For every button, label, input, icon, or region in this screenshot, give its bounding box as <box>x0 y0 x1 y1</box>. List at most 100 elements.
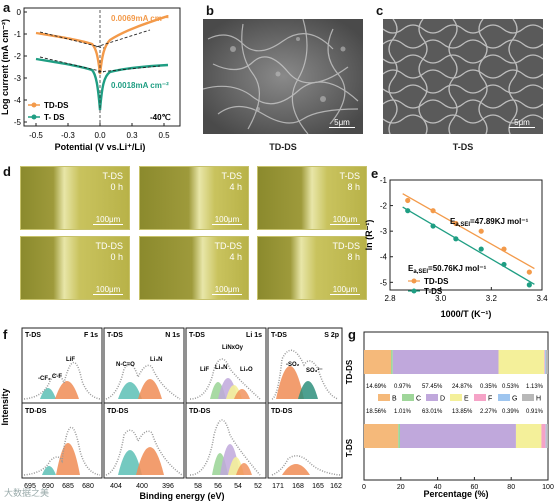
e-point-TD-DS <box>453 220 459 227</box>
g-legend-swatch-H <box>522 394 534 401</box>
e-ylabel: ln (R⁻¹) <box>364 220 374 251</box>
e-ann-t: Ea,SEI=50.76KJ mol⁻¹ <box>408 264 487 275</box>
panel-e-chart: 2.8 3.0 3.2 3.4 -1 -2 -3 -4 -5 Ea,SEI=47.89KJ mo… <box>364 176 548 319</box>
svg-text:680: 680 <box>82 483 94 490</box>
a-temp: -40℃ <box>150 113 171 122</box>
panel-g-ticks: 0 20 40 60 80 100 <box>362 477 554 491</box>
a-legend-t: T- DS <box>44 113 65 122</box>
optical-scale-bar: 100μm <box>93 285 123 295</box>
panel-label-c: c <box>376 3 384 18</box>
sem-td-scale: 5μm <box>329 118 355 128</box>
svg-text:T-DS: T-DS <box>25 332 41 339</box>
svg-text:Li₃N: Li₃N <box>150 357 162 363</box>
g-bar-TD-DS-C <box>391 350 393 374</box>
svg-text:T-DS: T-DS <box>107 332 123 339</box>
e-point-T-DS <box>526 282 532 288</box>
e-point-TD-DS <box>526 269 532 275</box>
e-ytick: -2 <box>380 202 388 211</box>
panel-label-g: g <box>348 327 356 342</box>
panel-a-chart: -0.5 -0.3 0.0 0.3 0.5 0 -1 -2 -3 -4 -5 0… <box>0 7 181 152</box>
g-bar-T-DS-D <box>400 424 516 448</box>
watermark: 大数据之美 <box>4 488 50 498</box>
svg-text:400: 400 <box>136 483 148 490</box>
panel-label-e: e <box>371 166 379 181</box>
g-legend-swatch-F <box>474 394 486 401</box>
g-legend-E: E <box>464 396 469 403</box>
svg-text:N-C=O: N-C=O <box>116 362 135 368</box>
e-xtick: 3.2 <box>486 294 498 303</box>
a-xtick-4: 0.3 <box>126 131 138 140</box>
g-row-t: T-DS <box>346 438 354 457</box>
e-fit-TD-DS <box>402 193 535 270</box>
panel-g-legend: B C D E F G H <box>378 394 541 403</box>
optical-sample-label: T-DS <box>102 171 123 181</box>
g-legend-B: B <box>392 396 397 403</box>
svg-text:52: 52 <box>254 483 262 490</box>
g-label-td: 0.97% <box>394 384 412 390</box>
optical-time-label: 0 h <box>110 182 123 192</box>
g-xlabel: Percentage (%) <box>423 489 488 499</box>
optical-scale-bar: 100μm <box>330 285 360 295</box>
a-curve-td <box>35 14 169 75</box>
a-ann-td: 0.0069mA cm⁻² <box>111 14 169 23</box>
sem-td-label: TD-DS <box>269 142 297 152</box>
optical-scale-bar: 100μm <box>330 215 360 225</box>
g-xtick: 80 <box>507 484 515 491</box>
sem-t-texture <box>383 19 543 134</box>
svg-text:C-F: C-F <box>52 374 62 380</box>
optical-scale-bar: 100μm <box>93 215 123 225</box>
optical-image-t-0h: T-DS 0 h 100μm <box>20 166 130 230</box>
e-ytick: -5 <box>380 278 388 287</box>
g-bar-T-DS-E <box>515 424 542 448</box>
svg-text:F 1s: F 1s <box>84 332 98 339</box>
g-bar-TD-DS-F <box>544 350 545 374</box>
a-ytick-5: -4 <box>14 96 22 105</box>
svg-text:-CF₂: -CF₂ <box>38 376 51 382</box>
g-bar-T-DS-C <box>398 424 401 448</box>
g-bar-T-DS-G <box>545 424 547 448</box>
g-legend-D: D <box>440 396 445 403</box>
g-bar-TD-DS-G <box>544 350 546 374</box>
a-xtick-5: 0.5 <box>158 131 170 140</box>
panel-g-chart: 0 20 40 60 80 100 TD-DS T-DS 14.69% 0.97% 57.45… <box>346 331 554 499</box>
a-xtick-2: -0.3 <box>61 131 75 140</box>
e-point-TD-DS <box>430 208 436 214</box>
g-xtick: 60 <box>471 484 479 491</box>
sem-image-t: 5μm <box>383 19 543 134</box>
g-bar-T-DS-B <box>364 424 399 448</box>
panel-e-ticks: 2.8 3.0 3.2 3.4 -1 -2 -3 -4 -5 <box>380 176 548 303</box>
optical-image-t-4h: T-DS 4 h 100μm <box>139 166 249 230</box>
panel-a-yticks <box>24 11 27 123</box>
a-tafel-4 <box>97 65 161 73</box>
optical-label: T-DS 0 h <box>102 171 123 193</box>
xps-col-li1s: T-DS Li 1s TD-DS LiNxOy LiF Li₃N Li₂O 58… <box>185 327 267 490</box>
e-point-T-DS <box>453 236 459 242</box>
svg-text:56: 56 <box>214 483 222 490</box>
sem-t-scale: 5μm <box>509 118 535 128</box>
xps-col-f1s: T-DS F 1s TD-DS -CF₂ C-F LiF 695 690 685… <box>21 327 103 490</box>
g-row-td: TD-DS <box>346 359 354 384</box>
g-xtick: 20 <box>397 484 405 491</box>
panel-a-frame <box>23 7 181 127</box>
svg-text:LiF: LiF <box>66 357 75 363</box>
optical-label: TD-DS 0 h <box>96 241 124 263</box>
svg-text:TD-DS: TD-DS <box>271 408 293 415</box>
g-bar-T-DS-H <box>546 424 548 448</box>
panel-label-a: a <box>3 0 11 15</box>
panel-label-d: d <box>3 164 11 179</box>
e-point-T-DS <box>430 223 436 229</box>
svg-text:TD-DS: TD-DS <box>25 408 47 415</box>
svg-text:SO₃²⁻: SO₃²⁻ <box>306 367 323 374</box>
optical-label: T-DS 4 h <box>221 171 242 193</box>
svg-text:162: 162 <box>330 483 342 490</box>
svg-text:LiNxOy: LiNxOy <box>222 345 244 351</box>
svg-text:-SO₂: -SO₂ <box>286 362 300 368</box>
e-ann-td: Ea,SEI=47.89KJ mol⁻¹ <box>450 217 529 228</box>
optical-image-td-4h: TD-DS 4 h 100μm <box>139 236 249 300</box>
e-legend-t: T-DS <box>424 287 443 296</box>
sem-t-label: T-DS <box>452 142 474 152</box>
optical-label: T-DS 8 h <box>339 171 360 193</box>
svg-text:Li₂O: Li₂O <box>240 367 253 373</box>
svg-text:165: 165 <box>312 483 324 490</box>
optical-sample-label: T-DS <box>339 171 360 181</box>
